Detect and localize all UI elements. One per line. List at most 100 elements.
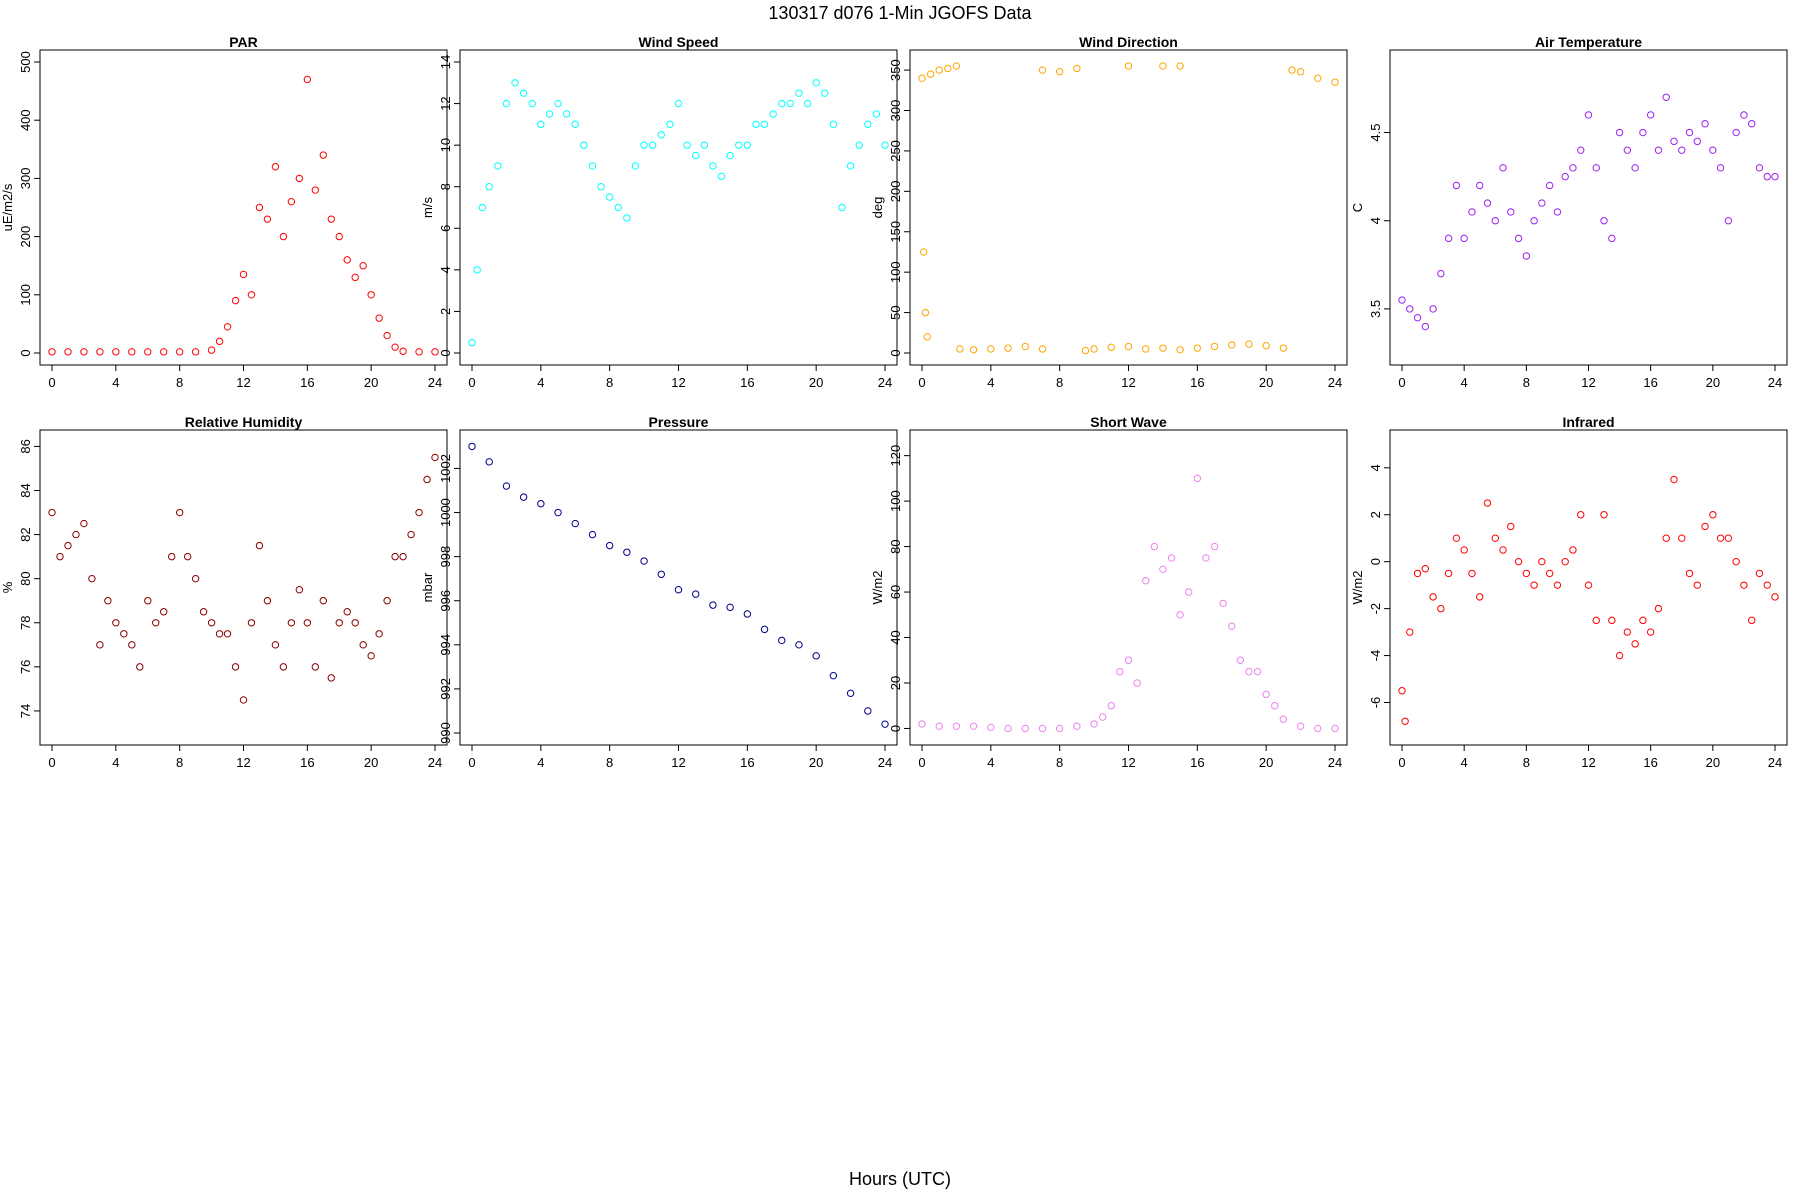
data-point <box>64 348 72 356</box>
data-point <box>1279 715 1288 724</box>
data-point <box>1124 656 1133 664</box>
x-tick-label: 12 <box>236 375 250 390</box>
data-point <box>1732 128 1740 137</box>
data-point <box>287 619 296 627</box>
data-point <box>399 552 407 561</box>
data-point <box>303 75 312 84</box>
data-point <box>855 141 863 149</box>
data-point <box>1331 78 1339 86</box>
panel-4: Relative Humidity 0 4 8 12 16 20 24 74 76 78 80 82 84… <box>0 414 448 770</box>
data-point <box>554 508 562 517</box>
x-tick-label: 4 <box>1461 755 1468 770</box>
data-point <box>1476 593 1484 601</box>
data-point <box>872 110 881 118</box>
y-tick-label: 4.5 <box>1368 124 1383 142</box>
data-point <box>431 348 439 356</box>
data-point <box>72 530 80 539</box>
y-tick-label: 4 <box>438 266 453 273</box>
data-point <box>1507 522 1515 531</box>
x-tick-label: 24 <box>1768 755 1782 770</box>
data-point <box>215 630 224 638</box>
data-point <box>1444 234 1453 243</box>
data-point <box>674 99 683 108</box>
data-point <box>1142 576 1150 585</box>
data-point <box>351 273 359 282</box>
panel-3: Air Temperature 0 4 8 12 16 20 24 3.5 4 4.5 C <box>1350 34 1788 390</box>
data-point <box>519 493 528 501</box>
y-axis-label: m/s <box>420 197 435 218</box>
data-point <box>812 652 820 660</box>
x-tick-label: 0 <box>468 375 475 390</box>
data-point <box>1685 569 1694 578</box>
data-point <box>1646 628 1655 636</box>
panel-0: PAR 0 4 8 12 16 20 24 0 100 200 300 400 500 uE/m2/s <box>0 34 448 390</box>
data-point <box>537 500 545 508</box>
y-tick-label: 2 <box>438 308 453 315</box>
y-tick-label: 82 <box>18 527 33 541</box>
data-point <box>295 586 304 594</box>
x-tick-label: 12 <box>1121 375 1135 390</box>
data-point <box>1763 172 1771 181</box>
y-axis-label: C <box>1350 203 1365 212</box>
data-point <box>1055 68 1064 76</box>
x-tick-label: 24 <box>878 755 892 770</box>
panel-2: Wind Direction 0 4 8 12 16 20 24 0 50 100 150 200 250… <box>870 34 1348 390</box>
y-tick-label: 250 <box>888 140 903 162</box>
data-point <box>56 552 64 561</box>
data-point <box>1314 74 1322 82</box>
data-point <box>383 331 391 340</box>
data-point <box>327 674 335 682</box>
data-point <box>969 346 978 354</box>
data-point <box>319 597 327 605</box>
data-points <box>1398 93 1779 331</box>
data-point <box>1296 722 1305 730</box>
y-tick-label: 1000 <box>438 498 453 527</box>
data-point <box>319 151 327 159</box>
data-point <box>735 141 743 149</box>
y-tick-label: 3.5 <box>1368 300 1383 318</box>
data-point <box>1522 252 1531 260</box>
x-tick-label: 24 <box>428 755 442 770</box>
data-point <box>199 608 208 616</box>
data-point <box>1561 172 1569 181</box>
y-tick-label: 990 <box>438 722 453 744</box>
data-point <box>239 270 248 279</box>
data-point <box>367 291 375 299</box>
data-point <box>279 663 288 671</box>
data-point <box>926 70 935 78</box>
data-point <box>287 197 296 206</box>
data-point <box>1245 340 1253 348</box>
data-point <box>511 79 519 87</box>
x-tick-label: 0 <box>918 375 925 390</box>
x-tick-label: 12 <box>1121 755 1135 770</box>
y-tick-label: 40 <box>888 630 903 644</box>
data-point <box>743 610 752 618</box>
data-point <box>1771 593 1779 601</box>
data-point <box>1468 569 1476 578</box>
data-point <box>1279 344 1288 352</box>
data-point <box>1124 62 1133 70</box>
data-point <box>1452 181 1461 190</box>
data-point <box>1608 234 1616 243</box>
data-point <box>554 99 562 108</box>
data-point <box>183 552 192 561</box>
x-tick-label: 16 <box>1643 375 1657 390</box>
data-point <box>1468 208 1476 216</box>
x-tick-label: 0 <box>1398 755 1405 770</box>
data-point <box>1167 554 1176 562</box>
y-tick-label: 8 <box>438 183 453 190</box>
x-tick-label: 20 <box>1259 755 1273 770</box>
data-point <box>128 641 136 649</box>
data-point <box>623 214 631 222</box>
data-points <box>48 453 439 704</box>
data-point <box>1038 66 1047 74</box>
data-point <box>1406 305 1414 313</box>
y-tick-label: -2 <box>1368 603 1383 615</box>
panel-title: Pressure <box>649 414 709 430</box>
data-point <box>1693 137 1701 146</box>
data-point <box>1553 208 1562 216</box>
data-point <box>1437 604 1445 613</box>
data-point <box>935 66 943 74</box>
panel-title: Wind Direction <box>1079 34 1178 50</box>
